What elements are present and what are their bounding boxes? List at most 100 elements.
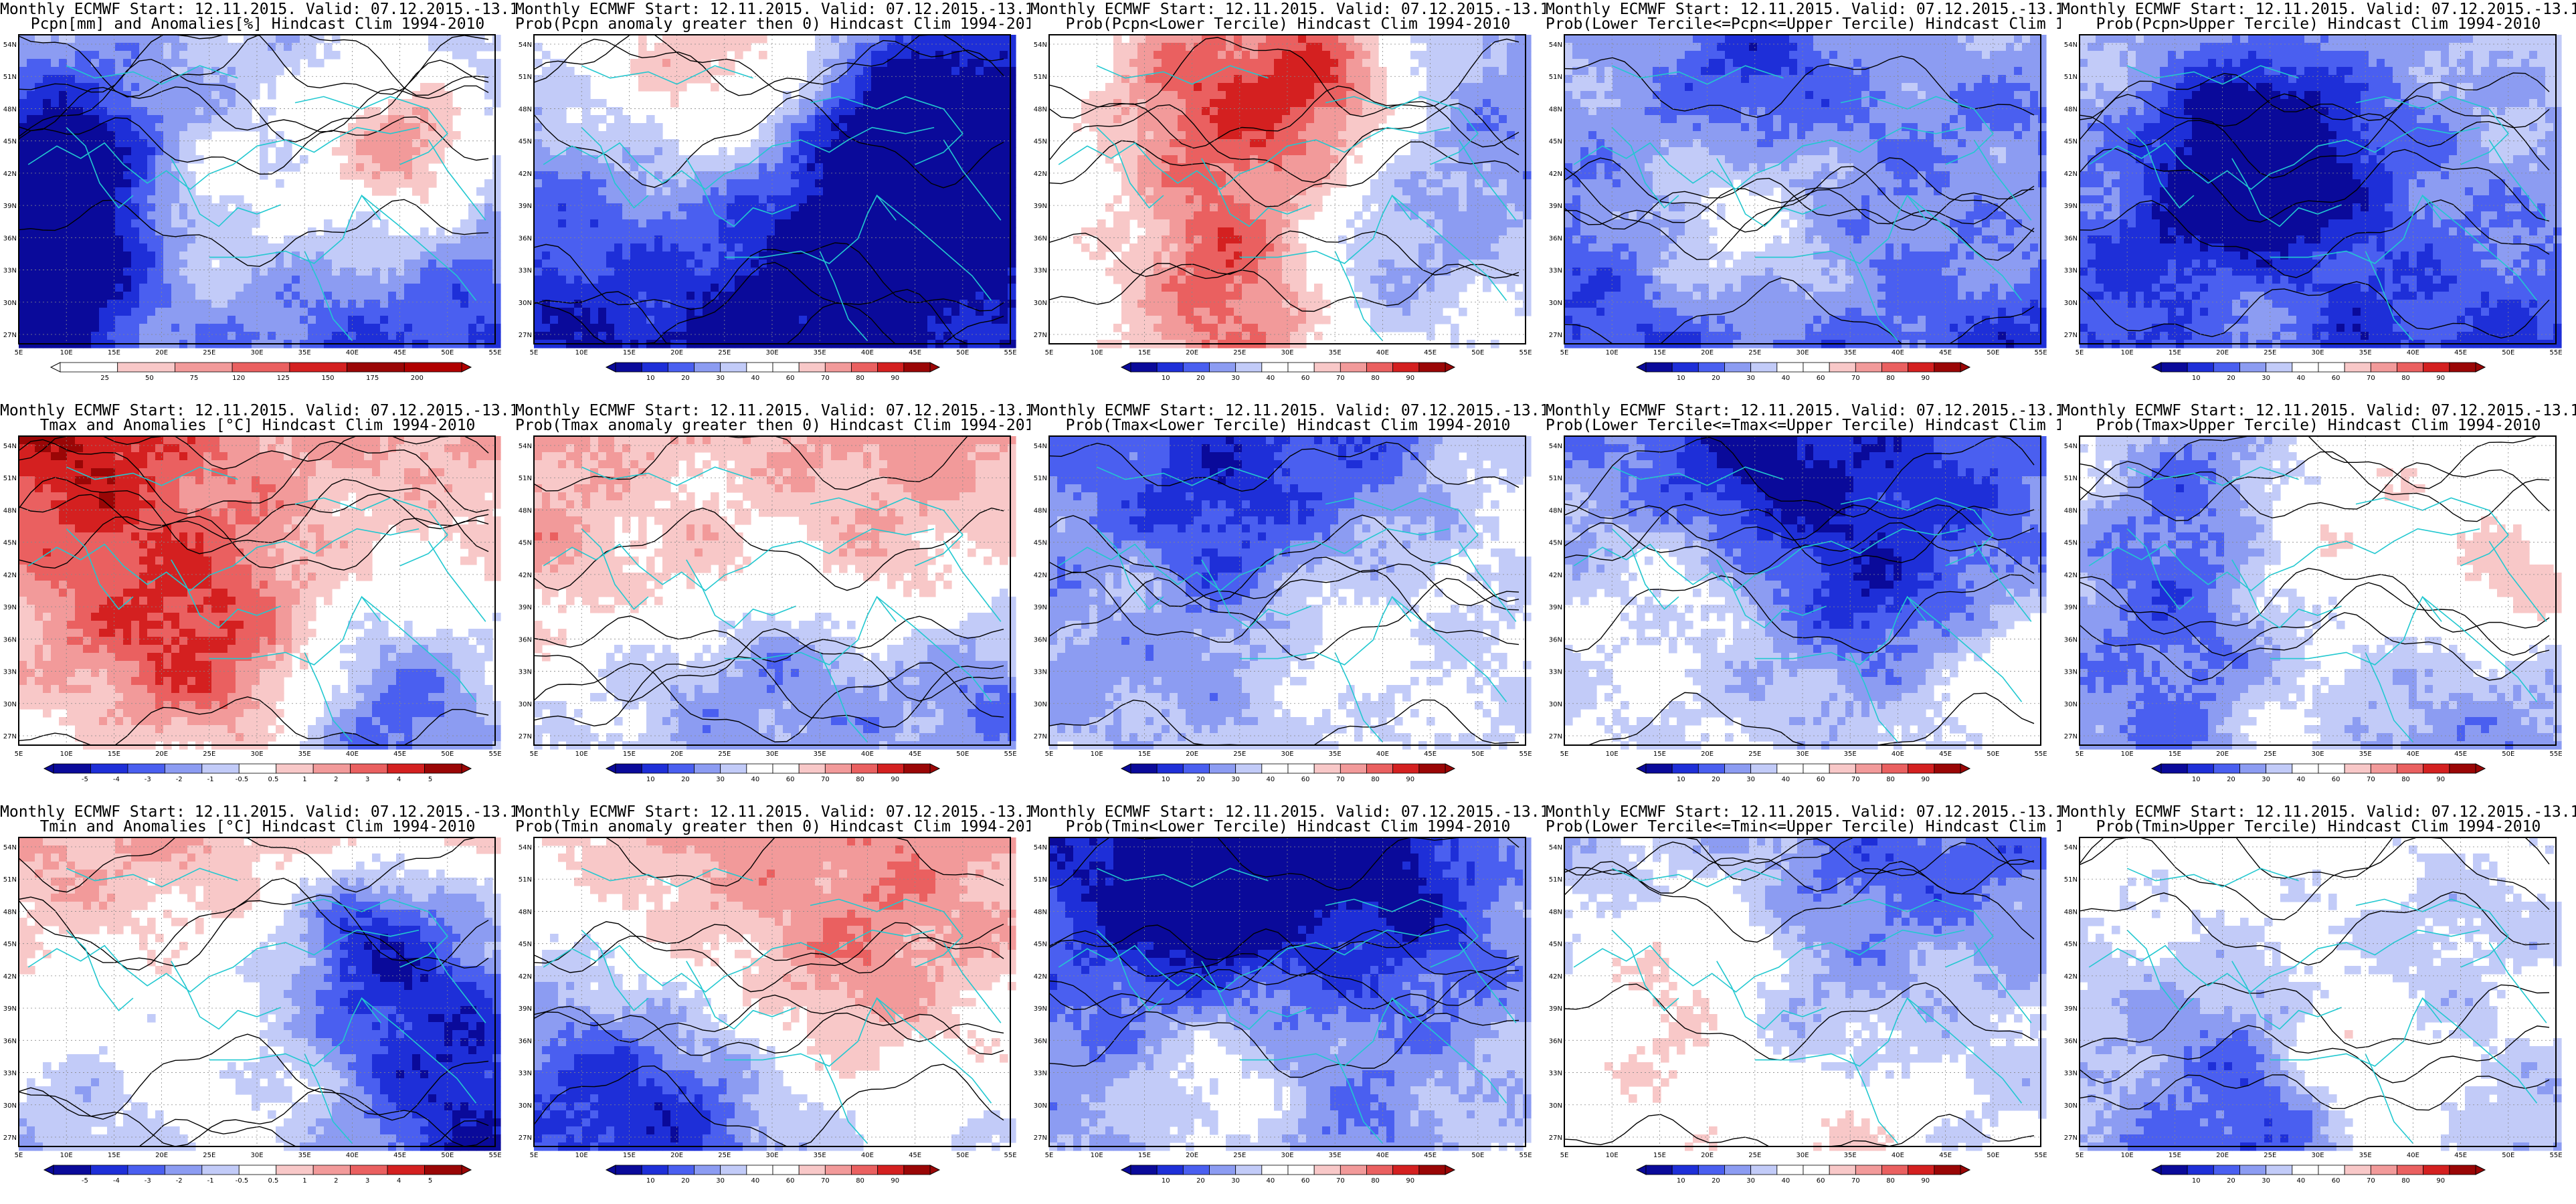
lat-tick-label: 27N xyxy=(3,332,17,339)
lon-tick-label: 30E xyxy=(2311,750,2324,758)
lon-tick-label: 35E xyxy=(298,349,311,357)
lon-tick-label: 10E xyxy=(2121,1152,2134,1159)
lon-tick-label: 30E xyxy=(1281,1152,1293,1159)
colorbar-tick-label: 80 xyxy=(1371,375,1380,382)
colorbar-tick-label: 40 xyxy=(1782,375,1790,382)
lat-tick-label: 30N xyxy=(2064,701,2078,708)
lat-tick-label: 39N xyxy=(519,604,532,611)
lon-tick-label: 35E xyxy=(1329,349,1342,357)
lat-tick-label: 45N xyxy=(3,540,17,547)
lat-tick-label: 51N xyxy=(519,475,532,482)
lon-tick-label: 55E xyxy=(2549,750,2562,758)
colorbar-tick-label: 10 xyxy=(1162,375,1170,382)
colorbar-tick-label: -4 xyxy=(113,776,120,783)
map-svg: 5E 10E 15E 20E 25E 30E 35E 40E 45E 50E 55E 54N 51N 48… xyxy=(1034,837,1532,1185)
colorbar-tick-label: 2 xyxy=(334,776,338,783)
lon-tick-label: 20E xyxy=(155,1152,168,1159)
lat-tick-label: 51N xyxy=(2064,475,2078,482)
colorbar-tick-label: 20 xyxy=(1712,776,1720,783)
lon-tick-label: 45E xyxy=(393,349,406,357)
colorbar-tick-label: 20 xyxy=(681,776,690,783)
colorbar-tick-label: 60 xyxy=(1301,375,1310,382)
lat-tick-label: 39N xyxy=(1549,203,1562,210)
colorbar-tick-label: 70 xyxy=(1851,1177,1860,1185)
colorbar: 10 20 30 40 60 70 80 90 xyxy=(2150,763,2486,783)
lon-tick-label: 15E xyxy=(1653,750,1666,758)
colorbar-tick-label: 5 xyxy=(428,1177,432,1185)
lon-tick-label: 55E xyxy=(1519,1152,1532,1159)
lat-tick-label: 51N xyxy=(3,74,17,81)
lat-tick-label: 36N xyxy=(1034,636,1047,643)
lon-tick-label: 5E xyxy=(1045,750,1054,758)
lon-tick-label: 50E xyxy=(1987,1152,1999,1159)
lon-tick-label: 20E xyxy=(1701,349,1714,357)
lat-tick-label: 39N xyxy=(1034,1005,1047,1013)
lat-tick-label: 39N xyxy=(1549,604,1562,611)
lon-tick-label: 15E xyxy=(623,1152,636,1159)
lon-tick-label: 30E xyxy=(250,349,263,357)
colorbar-tick-label: 70 xyxy=(821,375,830,382)
colorbar-tick-label: 90 xyxy=(2436,776,2445,783)
colorbar-tick-label: 3 xyxy=(365,776,369,783)
colorbar-tick-label: 20 xyxy=(2227,776,2235,783)
colorbar-tick-label: 60 xyxy=(786,1177,795,1185)
lon-tick-label: 40E xyxy=(1892,750,1904,758)
lat-tick-label: 39N xyxy=(3,604,17,611)
colorbar-tick-label: 20 xyxy=(2227,375,2235,382)
colorbar-tick-label: 60 xyxy=(2332,776,2340,783)
panel-header: Monthly ECMWF Start: 12.11.2015. Valid: … xyxy=(0,403,515,419)
map-panel: Monthly ECMWF Start: 12.11.2015. Valid: … xyxy=(0,0,515,401)
lon-tick-label: 35E xyxy=(1844,1152,1857,1159)
lat-tick-label: 54N xyxy=(1549,844,1562,851)
colorbar-tick-label: 80 xyxy=(1886,776,1895,783)
colorbar-tick-label: 175 xyxy=(366,375,379,382)
lon-tick-label: 50E xyxy=(1471,1152,1484,1159)
lon-tick-label: 10E xyxy=(60,349,73,357)
lon-tick-label: 55E xyxy=(2034,349,2047,357)
lon-tick-label: 25E xyxy=(718,750,731,758)
lon-tick-label: 35E xyxy=(1329,1152,1342,1159)
lat-tick-label: 42N xyxy=(1034,572,1047,579)
colorbar-tick-label: 0.5 xyxy=(268,1177,279,1185)
lat-tick-label: 36N xyxy=(519,235,532,242)
lon-tick-label: 25E xyxy=(2264,349,2276,357)
lat-tick-label: 48N xyxy=(1549,106,1562,113)
lat-tick-label: 54N xyxy=(3,844,17,851)
panel-header: Monthly ECMWF Start: 12.11.2015. Valid: … xyxy=(2061,1,2576,17)
panel-title: Prob(Pcpn anomaly greater then 0) Hindca… xyxy=(515,16,1030,32)
lon-tick-label: 35E xyxy=(2359,349,2372,357)
colorbar-tick-label: 90 xyxy=(1406,375,1414,382)
colorbar-tick-label: 40 xyxy=(1267,776,1275,783)
lat-tick-label: 30N xyxy=(1034,300,1047,307)
colorbar-tick-label: 10 xyxy=(1677,375,1685,382)
lat-tick-label: 45N xyxy=(2064,138,2078,146)
lat-tick-label: 42N xyxy=(2064,973,2078,981)
colorbar-tick-label: 30 xyxy=(1746,1177,1755,1185)
lon-tick-label: 50E xyxy=(2502,1152,2514,1159)
lon-tick-label: 45E xyxy=(2454,1152,2467,1159)
lon-tick-label: 30E xyxy=(2311,349,2324,357)
lat-tick-label: 33N xyxy=(1549,1070,1562,1078)
lat-tick-label: 48N xyxy=(519,908,532,916)
lat-tick-label: 54N xyxy=(3,443,17,450)
panel-header: Monthly ECMWF Start: 12.11.2015. Valid: … xyxy=(0,804,515,820)
lon-tick-label: 45E xyxy=(1939,1152,1952,1159)
lat-tick-label: 45N xyxy=(1034,941,1047,948)
lat-tick-label: 45N xyxy=(1549,941,1562,948)
lon-tick-label: 30E xyxy=(250,750,263,758)
panel-title: Prob(Pcpn<Lower Tercile) Hindcast Clim 1… xyxy=(1030,16,1546,32)
lon-tick-label: 15E xyxy=(108,750,120,758)
lat-tick-label: 51N xyxy=(2064,74,2078,81)
colorbar-tick-label: 80 xyxy=(2401,1177,2410,1185)
colorbar-tick-label: 40 xyxy=(2297,1177,2306,1185)
lon-tick-label: 15E xyxy=(2169,1152,2181,1159)
lat-tick-label: 54N xyxy=(2064,844,2078,851)
lon-tick-label: 10E xyxy=(2121,349,2134,357)
lat-tick-label: 42N xyxy=(519,572,532,579)
colorbar-tick-label: 70 xyxy=(1336,375,1345,382)
lat-tick-label: 45N xyxy=(2064,941,2078,948)
lat-tick-label: 51N xyxy=(1034,876,1047,884)
map-svg: 5E 10E 15E 20E 25E 30E 35E 40E 45E 50E 55E 54N 51N 48… xyxy=(1549,837,2047,1185)
lat-tick-label: 33N xyxy=(2064,669,2078,676)
